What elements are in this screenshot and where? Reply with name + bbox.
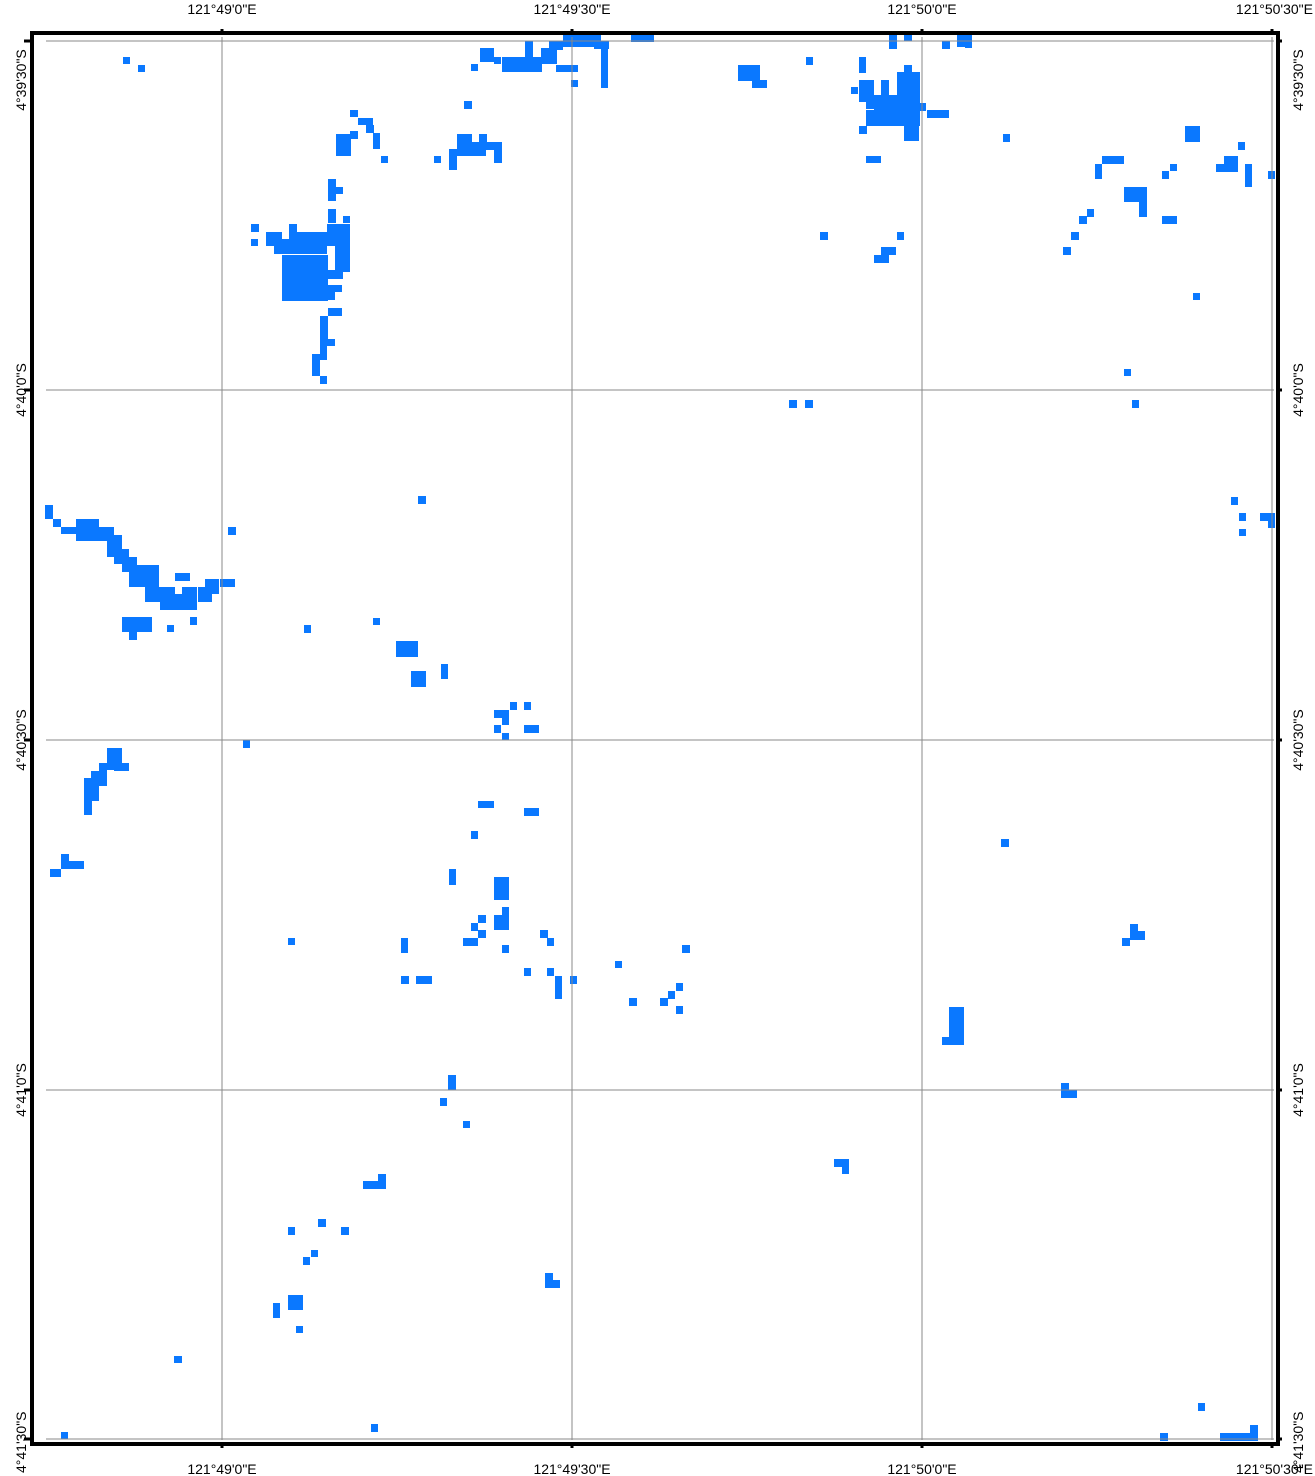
coordinate-labels: 121°49'0"E 121°49'0"E 121°49'30"E 121°49'30… [13,1,1313,1476]
longitude-label-top: 121°49'0"E [187,1,256,17]
latitude-label-left: 4°41'30"S [13,1411,29,1473]
latitude-label-right: 4°39'30"S [1290,49,1306,111]
latitude-label-left: 4°40'30"S [13,709,29,771]
longitude-label-bottom: 121°49'0"E [187,1461,256,1476]
graticule [46,37,1274,1440]
latitude-label-right: 4°40'0"S [1290,363,1306,417]
map-frame [24,29,1282,1448]
latitude-label-right: 4°41'0"S [1290,1063,1306,1117]
raster-features [45,33,1275,1441]
latitude-label-left: 4°39'30"S [13,49,29,111]
latitude-label-left: 4°40'0"S [13,363,29,417]
latitude-label-right: 4°41'30"S [1290,1411,1306,1473]
longitude-label-bottom: 121°50'30"E [1236,1461,1313,1476]
longitude-label-bottom: 121°50'0"E [887,1461,956,1476]
latitude-label-right: 4°40'30"S [1290,709,1306,771]
longitude-label-top: 121°50'30"E [1236,1,1313,17]
longitude-label-top: 121°50'0"E [887,1,956,17]
longitude-label-top: 121°49'30"E [533,1,610,17]
longitude-label-bottom: 121°49'30"E [533,1461,610,1476]
latitude-label-left: 4°41'0"S [13,1063,29,1117]
